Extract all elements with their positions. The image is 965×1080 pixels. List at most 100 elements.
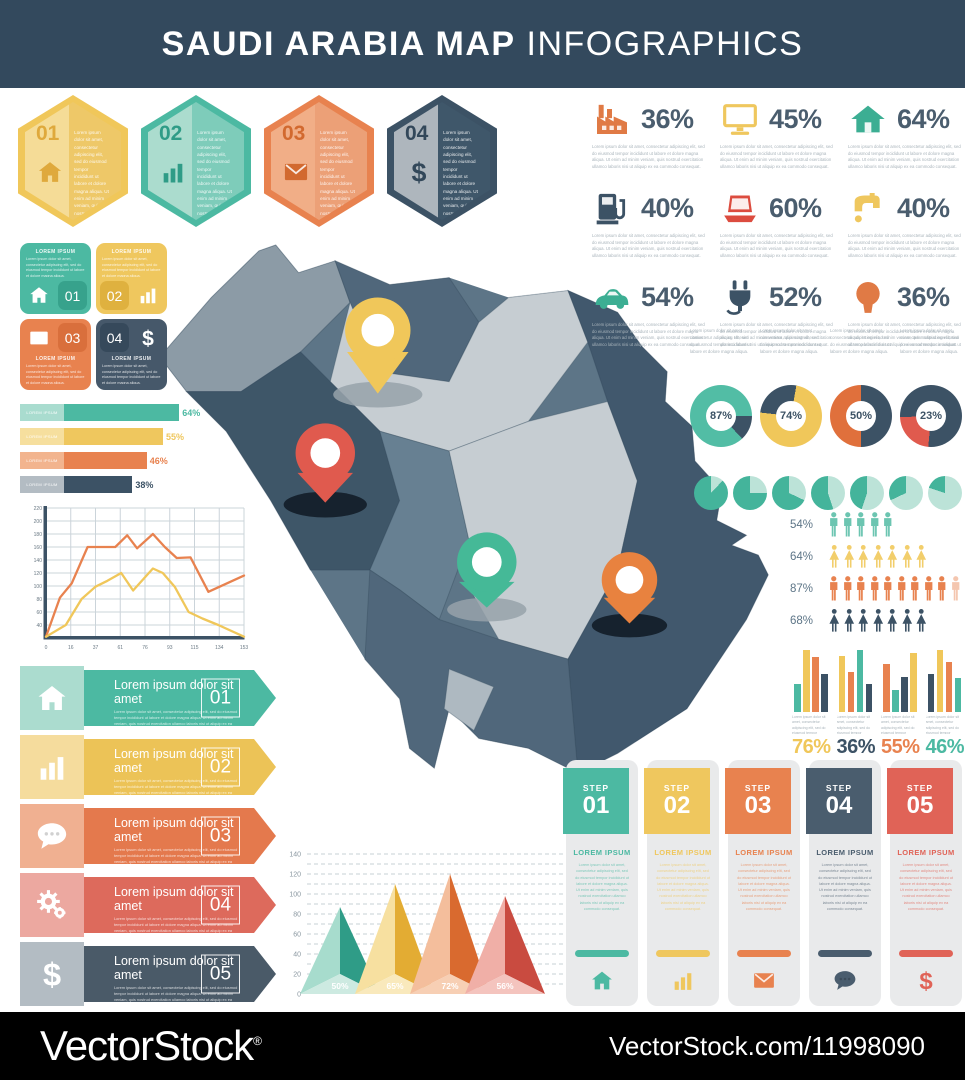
mini-pie-chart (811, 476, 845, 510)
dollar-icon: $ (35, 957, 69, 991)
grouped-bar-charts: Lorem ipsum dolor sit amet, consectetur … (792, 650, 965, 759)
hbar-category: LOREM IPSUM (20, 452, 64, 469)
square-text: Lorem ipsum dolor sit amet, consectetur … (102, 364, 161, 384)
bar-chart-icon (671, 968, 696, 993)
banner-title: Lorem ipsum dolor sit amet (114, 678, 234, 706)
male-figure-icon (882, 576, 894, 601)
bar-group-bars (837, 650, 875, 712)
hexagon-inner: 01 Lorem ipsum dolor sit amet, consectetu… (25, 102, 121, 220)
male-figure-icon (950, 576, 962, 601)
line-chart: 220 200 180 160 140 120 100 80 60 40 0 16 37 61 76 93 11… (34, 506, 248, 651)
hbar-row: LOREM IPSUM 46% (20, 452, 200, 469)
stat-header: 64% (848, 98, 964, 140)
female-figure-icon (843, 608, 856, 633)
hexagon-badge: 02 Lorem ipsum dolor sit amet, consectetu… (141, 95, 251, 227)
pyramid-percentage: 50% (331, 981, 348, 991)
stat-description: Lorem ipsum dolor sit amet, consectetur … (848, 322, 961, 347)
step-divider-bar (818, 950, 872, 957)
bar-group-description: Lorem ipsum dolor sit amet, consectetur … (836, 715, 870, 734)
step-description: Lorem ipsum dolor sit amet, consectetur … (818, 863, 872, 911)
people-row: 64% (790, 544, 965, 569)
banner-title: Lorem ipsum dolor sit amet (114, 954, 234, 982)
male-figure-icon (842, 576, 854, 601)
stat-description: Lorem ipsum dolor sit amet, consectetur … (592, 144, 705, 169)
x-tick-label: 0 (45, 645, 48, 651)
info-square: LOREM IPSUM Lorem ipsum dolor sit amet, c… (20, 319, 91, 390)
bar (954, 677, 962, 712)
bar-group-bars (792, 650, 830, 712)
bar-chart-icon (137, 284, 159, 306)
stat-header: 36% (848, 276, 964, 318)
pyramid-y-label: 60 (293, 932, 301, 939)
stat-description: Lorem ipsum dolor sit amet, consectetur … (720, 144, 833, 169)
female-figure-icon (857, 544, 870, 569)
stat-percentage: 36% (641, 103, 694, 134)
hbar-value: 55% (166, 431, 185, 442)
hexagon-left: 01 (25, 102, 70, 220)
bar-group-percentage: 55% (881, 736, 920, 758)
pyramid-right-facet (505, 896, 545, 994)
hexagon-number: 02 (159, 122, 183, 145)
square-number-badge: 04 (100, 323, 129, 352)
people-percentage: 64% (790, 550, 814, 563)
hbar-value: 38% (135, 479, 154, 490)
stat-percentage: 36% (897, 281, 950, 312)
banner-icon-tile (20, 735, 84, 799)
banner-strip: Lorem ipsum dolor sit amet Lorem ipsum do… (50, 670, 276, 726)
male-figure-icon (842, 512, 854, 537)
square-title: LOREM IPSUM (111, 356, 152, 362)
house-icon (848, 99, 888, 139)
donut-column: Lorem ipsum dolor sit amet, consectetur … (760, 328, 822, 447)
bar-group-description: Lorem ipsum dolor sit amet, consectetur … (925, 715, 959, 734)
step-number-square: STEP 04 (806, 768, 872, 834)
step-card: STEP 02 LOREM IPSUM Lorem ipsum dolor sit a… (644, 760, 719, 1006)
svg-text:$: $ (43, 957, 61, 991)
donut-value: 87% (709, 410, 733, 422)
step-number-square: STEP 02 (644, 768, 710, 834)
y-tick-label: 220 (34, 506, 43, 512)
bar-group-description: Lorem ipsum dolor sit amet, consectetur … (792, 715, 826, 734)
hbar-category: LOREM IPSUM (20, 404, 64, 421)
pyramid-percentage: 56% (496, 981, 513, 991)
factory-icon (592, 99, 632, 139)
male-figure-icon (855, 512, 867, 537)
people-row: 87% (790, 576, 965, 601)
y-tick-label: 160 (34, 545, 43, 551)
gas-pump-icon (592, 188, 632, 228)
step-number-square: STEP 03 (725, 768, 791, 834)
donut-value: 23% (919, 410, 943, 422)
bar-group-percentage: 76% (792, 736, 831, 758)
donut-charts: Lorem ipsum dolor sit amet, consectetur … (690, 328, 962, 447)
step-heading: LOREM IPSUM (816, 848, 874, 857)
home-icon (35, 681, 69, 715)
map-pin-red (283, 423, 367, 518)
people-percentage: 68% (790, 614, 814, 627)
x-tick-label: 76 (142, 645, 148, 651)
female-figure-icon (857, 608, 870, 633)
bar (892, 689, 899, 712)
step-number-square: STEP 05 (887, 768, 953, 834)
map-pin-orange (591, 552, 668, 638)
y-tick-label: 140 (34, 558, 43, 564)
banner-strip: Lorem ipsum dolor sit amet Lorem ipsum do… (50, 739, 276, 795)
hexagon-badge: 04 $ Lorem ipsum dolor sit amet, consectet… (387, 95, 497, 227)
square-text: Lorem ipsum dolor sit amet, consectetur … (26, 257, 85, 277)
y-tick-label: 100 (34, 584, 43, 590)
faucet-icon (848, 188, 888, 228)
svg-text:$: $ (142, 327, 154, 349)
hbar-row: LOREM IPSUM 64% (20, 404, 200, 421)
stat-item: 36% Lorem ipsum dolor sit amet, consectet… (848, 276, 964, 351)
step-heading: LOREM IPSUM (735, 848, 793, 857)
bar (847, 671, 855, 712)
square-title: LOREM IPSUM (35, 249, 76, 255)
banner-title: Lorem ipsum dolor sit amet (114, 747, 234, 775)
y-tick-label: 80 (36, 597, 42, 603)
stat-percentage: 52% (769, 281, 822, 312)
bar (936, 650, 944, 712)
banner-number: 03 (201, 817, 240, 856)
svg-text:$: $ (412, 158, 427, 186)
bar-group-bars (881, 650, 919, 712)
dollar-icon: $ (137, 327, 159, 349)
square-number-badge: 03 (58, 323, 87, 352)
